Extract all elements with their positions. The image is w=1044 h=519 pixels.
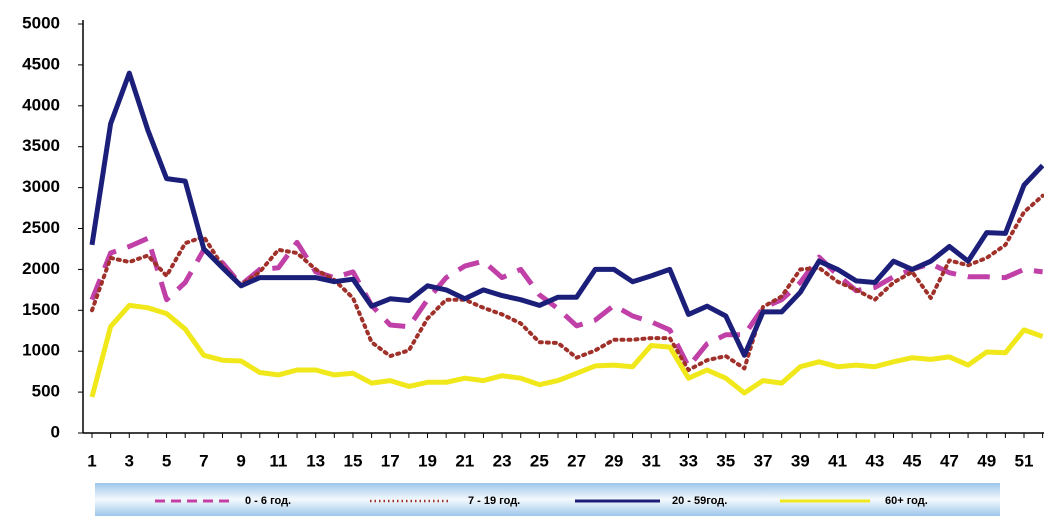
x-tick-label: 35	[716, 451, 735, 470]
x-tick-label: 21	[455, 451, 474, 470]
x-tick-label: 5	[162, 451, 171, 470]
x-tick-label: 1	[87, 451, 96, 470]
x-tick-label: 9	[236, 451, 245, 470]
y-tick-label: 1500	[22, 300, 60, 319]
y-tick-label: 3500	[22, 136, 60, 155]
x-tick-label: 49	[977, 451, 996, 470]
y-tick-label: 5000	[22, 13, 60, 32]
y-tick-label: 2000	[22, 259, 60, 278]
y-tick-label: 4000	[22, 95, 60, 114]
y-tick-label: 1000	[22, 341, 60, 360]
x-tick-label: 19	[418, 451, 437, 470]
x-tick-label: 45	[903, 451, 922, 470]
x-tick-label: 7	[199, 451, 208, 470]
y-tick-label: 3000	[22, 177, 60, 196]
series-line	[89, 302, 1044, 398]
x-tick-label: 15	[343, 451, 362, 470]
legend-label: 7 - 19 год.	[468, 495, 520, 507]
x-tick-label: 17	[381, 451, 400, 470]
x-tick-label: 13	[306, 451, 325, 470]
series-line	[89, 70, 1044, 358]
x-tick-label: 3	[125, 451, 134, 470]
series-line	[90, 193, 1044, 372]
y-tick-label: 4500	[22, 54, 60, 73]
legend-label: 20 - 59год.	[672, 495, 727, 507]
series-line	[89, 235, 1043, 370]
x-tick-label: 29	[604, 451, 623, 470]
legend-label: 0 - 6 год.	[245, 495, 291, 507]
x-tick-label: 31	[642, 451, 661, 470]
y-tick-label: 2500	[22, 218, 60, 237]
x-tick-label: 37	[754, 451, 773, 470]
x-tick-label: 47	[940, 451, 959, 470]
x-tick-label: 43	[865, 451, 884, 470]
x-tick-label: 25	[530, 451, 549, 470]
legend-label: 60+ год.	[885, 495, 928, 507]
x-tick-label: 11	[269, 451, 287, 470]
y-tick-label: 500	[32, 382, 60, 401]
y-tick-label: 0	[51, 422, 60, 441]
x-tick-label: 41	[828, 451, 847, 470]
x-tick-label: 23	[493, 451, 512, 470]
x-tick-label: 51	[1015, 451, 1034, 470]
x-tick-label: 33	[679, 451, 698, 470]
x-tick-label: 27	[567, 451, 586, 470]
x-tick-label: 39	[791, 451, 810, 470]
